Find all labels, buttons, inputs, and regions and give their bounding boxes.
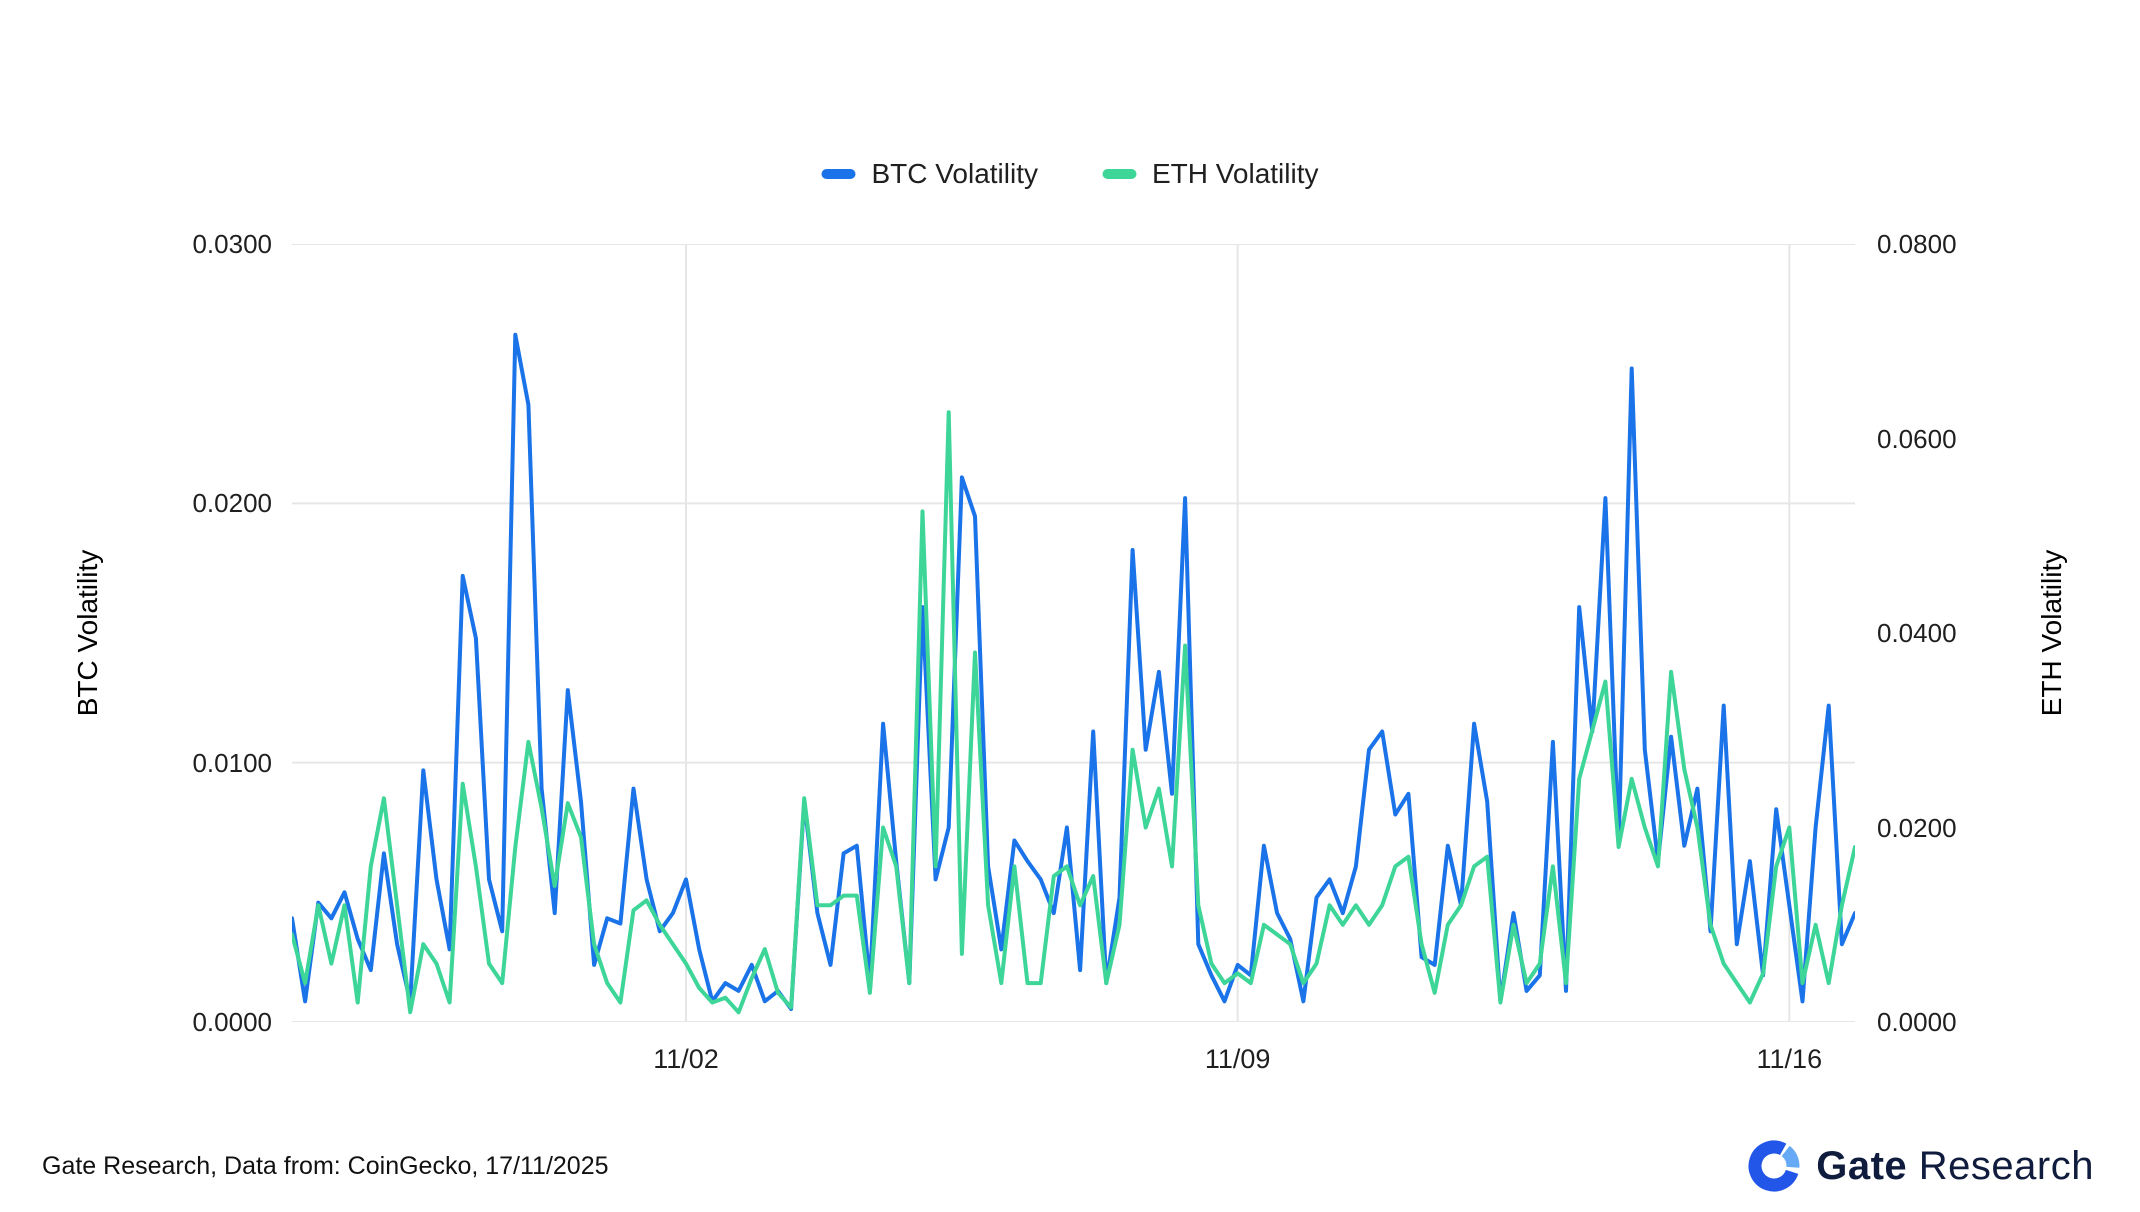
- right-axis-tick-label: 0.0200: [1877, 812, 1957, 843]
- legend-item-btc: BTC Volatility: [821, 158, 1039, 190]
- right-axis-tick-label: 0.0600: [1877, 423, 1957, 454]
- x-axis-tick-label: 11/02: [653, 1044, 719, 1074]
- gate-logo-icon: [1748, 1140, 1800, 1192]
- btc-legend-swatch-icon: [821, 169, 856, 179]
- x-axis-tick-label: 11/16: [1756, 1044, 1823, 1074]
- brand-text-gate: Gate: [1816, 1143, 1908, 1188]
- legend-label-btc: BTC Volatility: [871, 158, 1039, 189]
- chart-legend: BTC Volatility ETH Volatility: [821, 158, 1319, 190]
- source-note: Gate Research, Data from: CoinGecko, 17/…: [42, 1152, 609, 1180]
- x-axis-tick-label: 11/09: [1204, 1044, 1271, 1074]
- chart-plot-area: [290, 243, 1857, 1023]
- left-axis-tick-label: 0.0200: [192, 488, 272, 519]
- legend-item-eth: ETH Volatility: [1102, 158, 1319, 190]
- right-axis-tick-label: 0.0400: [1877, 618, 1957, 648]
- eth-legend-swatch-icon: [1102, 169, 1136, 179]
- legend-label-eth: ETH Volatility: [1152, 158, 1319, 189]
- left-axis-tick-label: 0.0000: [192, 1007, 272, 1037]
- volatility-line-chart: [290, 243, 1857, 1023]
- right-axis-tick-label: 0.0000: [1877, 1007, 1957, 1037]
- right-axis-tick-label: 0.0800: [1877, 229, 1957, 259]
- left-axis-title: BTC Volatility: [72, 549, 103, 717]
- right-axis-title: ETH Volatility: [2036, 549, 2067, 717]
- brand-logo: Gate Research: [1746, 1138, 2094, 1194]
- brand-text: Gate Research: [1816, 1144, 2094, 1189]
- left-axis-tick-label: 0.0100: [192, 747, 272, 778]
- left-axis-tick-label: 0.0300: [192, 229, 272, 259]
- brand-text-research: Research: [1918, 1143, 2094, 1188]
